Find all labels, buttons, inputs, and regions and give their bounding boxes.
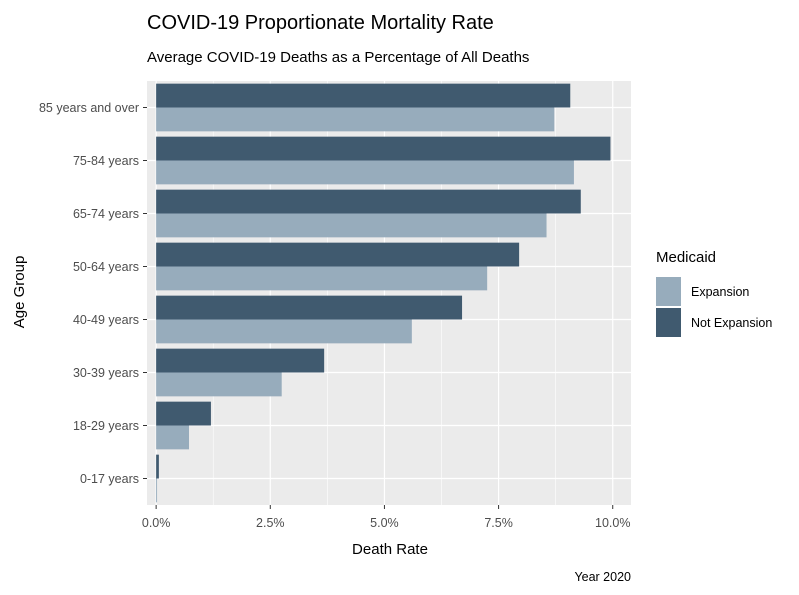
x-tick-label: 7.5% <box>484 516 513 530</box>
bar-not-expansion-18-29-years <box>156 401 211 426</box>
legend: Expansion Not Expansion <box>656 277 772 337</box>
bar-not-expansion-65-74-years <box>156 189 581 214</box>
x-tick-label: 2.5% <box>256 516 285 530</box>
bar-expansion-85-years-and-over <box>156 107 555 132</box>
legend-label-expansion: Expansion <box>691 285 749 299</box>
y-tick-label: 18-29 years <box>73 419 139 433</box>
bar-not-expansion-85-years-and-over <box>156 83 571 108</box>
legend-title: Medicaid <box>656 249 716 266</box>
x-tick-label: 5.0% <box>370 516 399 530</box>
y-tick-label: 75-84 years <box>73 154 139 168</box>
bar-not-expansion-40-49-years <box>156 295 463 320</box>
x-tick-label: 0.0% <box>142 516 171 530</box>
bar-not-expansion-50-64-years <box>156 242 520 267</box>
y-tick-label: 65-74 years <box>73 207 139 221</box>
bar-expansion-65-74-years <box>156 213 547 238</box>
x-axis-ticks: 0.0% 2.5% 5.0% 7.5% 10.0% <box>142 505 630 530</box>
y-axis-ticks: 0-17 years 18-29 years 30-39 years 40-49 ye… <box>39 101 147 486</box>
bar-not-expansion-0-17-years <box>156 454 159 479</box>
chart-title: COVID-19 Proportionate Mortality Rate <box>147 12 494 34</box>
bar-expansion-0-17-years <box>156 478 158 503</box>
bar-not-expansion-30-39-years <box>156 348 325 373</box>
chart-subtitle: Average COVID-19 Deaths as a Percentage … <box>147 49 529 66</box>
x-tick-label: 10.0% <box>595 516 630 530</box>
x-axis-title: Death Rate <box>352 541 428 558</box>
bar-expansion-75-84-years <box>156 160 574 185</box>
y-tick-label: 85 years and over <box>39 101 139 115</box>
y-tick-label: 50-64 years <box>73 260 139 274</box>
y-tick-label: 30-39 years <box>73 366 139 380</box>
bar-expansion-30-39-years <box>156 372 282 397</box>
y-tick-label: 0-17 years <box>80 472 139 486</box>
y-axis-title: Age Group <box>11 256 28 329</box>
legend-label-not-expansion: Not Expansion <box>691 316 772 330</box>
chart-caption: Year 2020 <box>574 570 631 584</box>
bar-expansion-50-64-years <box>156 266 488 291</box>
bar-not-expansion-75-84-years <box>156 136 611 161</box>
legend-swatch-expansion <box>656 277 681 306</box>
y-tick-label: 40-49 years <box>73 313 139 327</box>
bars <box>156 83 611 503</box>
legend-swatch-not-expansion <box>656 308 681 337</box>
bar-expansion-18-29-years <box>156 425 190 450</box>
bar-expansion-40-49-years <box>156 319 412 344</box>
